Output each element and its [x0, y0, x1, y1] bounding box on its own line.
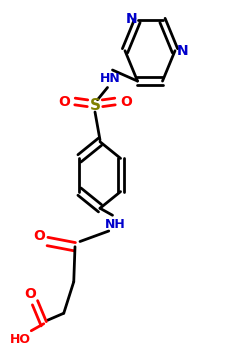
Text: HO: HO	[10, 333, 30, 346]
Text: O: O	[33, 229, 45, 243]
Text: O: O	[58, 94, 70, 108]
Text: O: O	[120, 94, 132, 108]
Text: N: N	[126, 12, 137, 26]
Text: O: O	[24, 287, 36, 301]
Text: NH: NH	[104, 217, 126, 231]
Text: S: S	[90, 98, 101, 112]
Text: N: N	[177, 44, 188, 58]
Text: HN: HN	[100, 72, 120, 85]
